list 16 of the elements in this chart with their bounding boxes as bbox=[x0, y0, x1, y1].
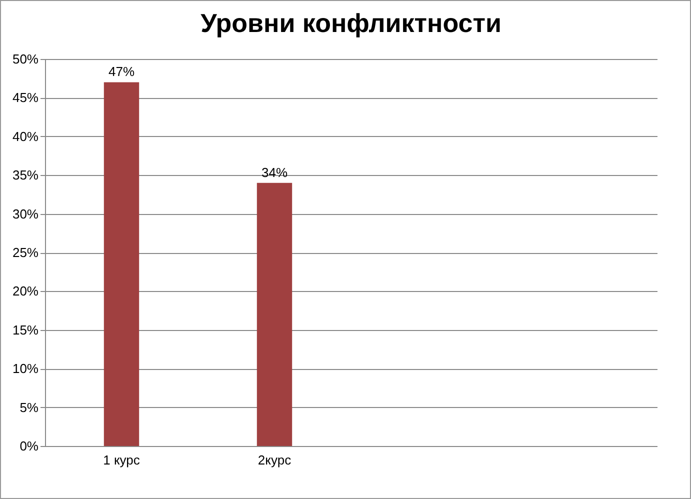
chart-title: Уровни конфликтности bbox=[200, 8, 502, 38]
y-tick-label: 45% bbox=[12, 90, 39, 106]
y-tick-label: 35% bbox=[12, 168, 39, 183]
y-tick-label: 15% bbox=[12, 322, 39, 338]
y-tick-label: 30% bbox=[12, 206, 39, 222]
x-tick-label: 2курс bbox=[258, 452, 292, 468]
y-tick-label: 50% bbox=[12, 52, 39, 66]
y-tick-label: 10% bbox=[12, 361, 39, 376]
y-tick-label: 25% bbox=[12, 245, 39, 260]
y-tick-label: 0% bbox=[20, 438, 39, 454]
x-tick-label: 1 курс bbox=[103, 452, 140, 468]
data-label: 34% bbox=[261, 164, 288, 180]
data-label: 47% bbox=[108, 64, 135, 80]
y-tick-label: 40% bbox=[12, 128, 39, 144]
y-tick-label: 5% bbox=[20, 400, 39, 415]
y-tick-label: 20% bbox=[12, 284, 39, 299]
